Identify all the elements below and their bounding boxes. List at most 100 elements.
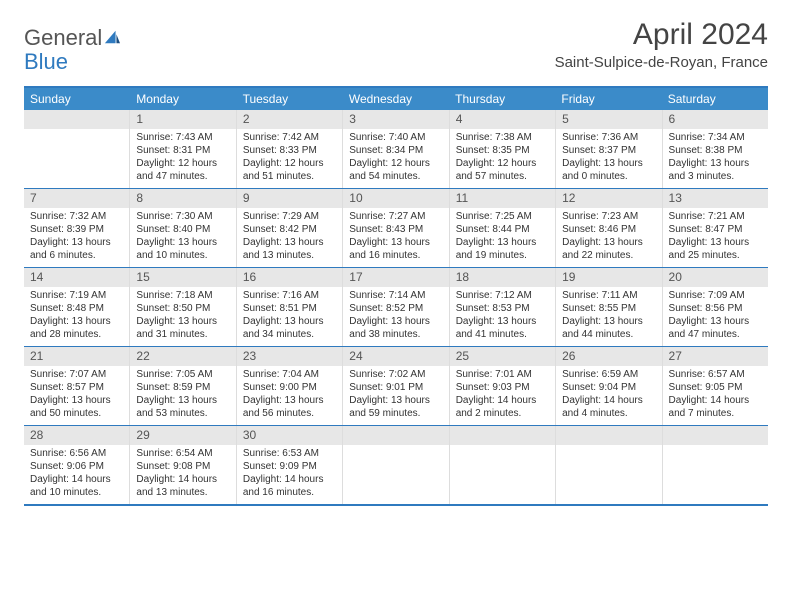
day-number: 9 bbox=[237, 189, 342, 209]
day-cell: 25Sunrise: 7:01 AMSunset: 9:03 PMDayligh… bbox=[449, 347, 555, 425]
sunrise: Sunrise: 7:14 AM bbox=[349, 289, 442, 302]
day-number: 14 bbox=[24, 268, 129, 288]
day-number: 1 bbox=[130, 110, 235, 130]
daylight: Daylight: 13 hours and 16 minutes. bbox=[349, 236, 442, 262]
sunrise: Sunrise: 7:07 AM bbox=[30, 368, 123, 381]
sunrise: Sunrise: 6:59 AM bbox=[562, 368, 655, 381]
sunrise: Sunrise: 6:57 AM bbox=[669, 368, 762, 381]
day-body: Sunrise: 7:30 AMSunset: 8:40 PMDaylight:… bbox=[130, 208, 235, 266]
day-number: 8 bbox=[130, 189, 235, 209]
day-header: Sunday bbox=[24, 88, 130, 110]
daylight: Daylight: 13 hours and 41 minutes. bbox=[456, 315, 549, 341]
sunset: Sunset: 8:53 PM bbox=[456, 302, 549, 315]
day-body: Sunrise: 7:23 AMSunset: 8:46 PMDaylight:… bbox=[556, 208, 661, 266]
daylight: Daylight: 13 hours and 34 minutes. bbox=[243, 315, 336, 341]
sunset: Sunset: 9:01 PM bbox=[349, 381, 442, 394]
sunset: Sunset: 9:04 PM bbox=[562, 381, 655, 394]
day-cell: 17Sunrise: 7:14 AMSunset: 8:52 PMDayligh… bbox=[342, 268, 448, 346]
sunrise: Sunrise: 7:29 AM bbox=[243, 210, 336, 223]
day-number: 23 bbox=[237, 347, 342, 367]
sunset: Sunset: 8:40 PM bbox=[136, 223, 229, 236]
daylight: Daylight: 13 hours and 50 minutes. bbox=[30, 394, 123, 420]
day-body: Sunrise: 7:16 AMSunset: 8:51 PMDaylight:… bbox=[237, 287, 342, 345]
sunrise: Sunrise: 7:09 AM bbox=[669, 289, 762, 302]
day-body: Sunrise: 7:27 AMSunset: 8:43 PMDaylight:… bbox=[343, 208, 448, 266]
sunrise: Sunrise: 7:43 AM bbox=[136, 131, 229, 144]
sunrise: Sunrise: 7:11 AM bbox=[562, 289, 655, 302]
sunset: Sunset: 8:34 PM bbox=[349, 144, 442, 157]
day-cell: 26Sunrise: 6:59 AMSunset: 9:04 PMDayligh… bbox=[555, 347, 661, 425]
week-row: 1Sunrise: 7:43 AMSunset: 8:31 PMDaylight… bbox=[24, 110, 768, 189]
sunset: Sunset: 8:55 PM bbox=[562, 302, 655, 315]
sunset: Sunset: 8:59 PM bbox=[136, 381, 229, 394]
day-number: 4 bbox=[450, 110, 555, 130]
day-header: Saturday bbox=[662, 88, 768, 110]
day-cell: 6Sunrise: 7:34 AMSunset: 8:38 PMDaylight… bbox=[662, 110, 768, 188]
day-body: Sunrise: 7:19 AMSunset: 8:48 PMDaylight:… bbox=[24, 287, 129, 345]
sunrise: Sunrise: 7:01 AM bbox=[456, 368, 549, 381]
sunset: Sunset: 8:42 PM bbox=[243, 223, 336, 236]
daylight: Daylight: 13 hours and 38 minutes. bbox=[349, 315, 442, 341]
day-cell: 13Sunrise: 7:21 AMSunset: 8:47 PMDayligh… bbox=[662, 189, 768, 267]
day-number: 13 bbox=[663, 189, 768, 209]
day-number: 21 bbox=[24, 347, 129, 367]
sunrise: Sunrise: 6:54 AM bbox=[136, 447, 229, 460]
daylight: Daylight: 13 hours and 0 minutes. bbox=[562, 157, 655, 183]
day-cell: 27Sunrise: 6:57 AMSunset: 9:05 PMDayligh… bbox=[662, 347, 768, 425]
sunrise: Sunrise: 7:30 AM bbox=[136, 210, 229, 223]
sunset: Sunset: 8:38 PM bbox=[669, 144, 762, 157]
day-body: Sunrise: 7:43 AMSunset: 8:31 PMDaylight:… bbox=[130, 129, 235, 187]
day-header: Friday bbox=[555, 88, 661, 110]
day-body: Sunrise: 7:38 AMSunset: 8:35 PMDaylight:… bbox=[450, 129, 555, 187]
day-cell bbox=[449, 426, 555, 504]
day-header: Wednesday bbox=[343, 88, 449, 110]
sunrise: Sunrise: 7:18 AM bbox=[136, 289, 229, 302]
day-cell: 12Sunrise: 7:23 AMSunset: 8:46 PMDayligh… bbox=[555, 189, 661, 267]
day-cell: 1Sunrise: 7:43 AMSunset: 8:31 PMDaylight… bbox=[129, 110, 235, 188]
daylight: Daylight: 13 hours and 13 minutes. bbox=[243, 236, 336, 262]
sunrise: Sunrise: 7:21 AM bbox=[669, 210, 762, 223]
day-cell: 22Sunrise: 7:05 AMSunset: 8:59 PMDayligh… bbox=[129, 347, 235, 425]
logo-word2: Blue bbox=[24, 49, 68, 74]
logo-word1: General bbox=[24, 25, 102, 50]
sunset: Sunset: 9:03 PM bbox=[456, 381, 549, 394]
day-cell: 10Sunrise: 7:27 AMSunset: 8:43 PMDayligh… bbox=[342, 189, 448, 267]
day-body: Sunrise: 7:05 AMSunset: 8:59 PMDaylight:… bbox=[130, 366, 235, 424]
day-body: Sunrise: 7:04 AMSunset: 9:00 PMDaylight:… bbox=[237, 366, 342, 424]
day-body: Sunrise: 6:54 AMSunset: 9:08 PMDaylight:… bbox=[130, 445, 235, 503]
day-body: Sunrise: 7:42 AMSunset: 8:33 PMDaylight:… bbox=[237, 129, 342, 187]
day-number: 18 bbox=[450, 268, 555, 288]
week-row: 21Sunrise: 7:07 AMSunset: 8:57 PMDayligh… bbox=[24, 347, 768, 426]
sunset: Sunset: 8:37 PM bbox=[562, 144, 655, 157]
day-cell: 23Sunrise: 7:04 AMSunset: 9:00 PMDayligh… bbox=[236, 347, 342, 425]
day-number: 6 bbox=[663, 110, 768, 130]
day-cell: 8Sunrise: 7:30 AMSunset: 8:40 PMDaylight… bbox=[129, 189, 235, 267]
day-cell bbox=[555, 426, 661, 504]
day-body: Sunrise: 7:02 AMSunset: 9:01 PMDaylight:… bbox=[343, 366, 448, 424]
sunrise: Sunrise: 7:23 AM bbox=[562, 210, 655, 223]
sunrise: Sunrise: 7:38 AM bbox=[456, 131, 549, 144]
sunrise: Sunrise: 7:25 AM bbox=[456, 210, 549, 223]
day-number-empty bbox=[343, 426, 448, 446]
day-number: 11 bbox=[450, 189, 555, 209]
sunset: Sunset: 8:57 PM bbox=[30, 381, 123, 394]
day-header: Monday bbox=[130, 88, 236, 110]
day-number: 5 bbox=[556, 110, 661, 130]
sunset: Sunset: 9:06 PM bbox=[30, 460, 123, 473]
day-header: Thursday bbox=[449, 88, 555, 110]
sunrise: Sunrise: 7:05 AM bbox=[136, 368, 229, 381]
day-number-empty bbox=[24, 110, 129, 130]
day-cell: 29Sunrise: 6:54 AMSunset: 9:08 PMDayligh… bbox=[129, 426, 235, 504]
day-cell: 7Sunrise: 7:32 AMSunset: 8:39 PMDaylight… bbox=[24, 189, 129, 267]
day-cell bbox=[24, 110, 129, 188]
day-body: Sunrise: 6:56 AMSunset: 9:06 PMDaylight:… bbox=[24, 445, 129, 503]
day-cell bbox=[662, 426, 768, 504]
daylight: Daylight: 13 hours and 22 minutes. bbox=[562, 236, 655, 262]
sunrise: Sunrise: 7:42 AM bbox=[243, 131, 336, 144]
sail-icon bbox=[102, 29, 122, 50]
sunset: Sunset: 8:52 PM bbox=[349, 302, 442, 315]
sunset: Sunset: 8:50 PM bbox=[136, 302, 229, 315]
day-number: 7 bbox=[24, 189, 129, 209]
daylight: Daylight: 14 hours and 4 minutes. bbox=[562, 394, 655, 420]
daylight: Daylight: 13 hours and 25 minutes. bbox=[669, 236, 762, 262]
